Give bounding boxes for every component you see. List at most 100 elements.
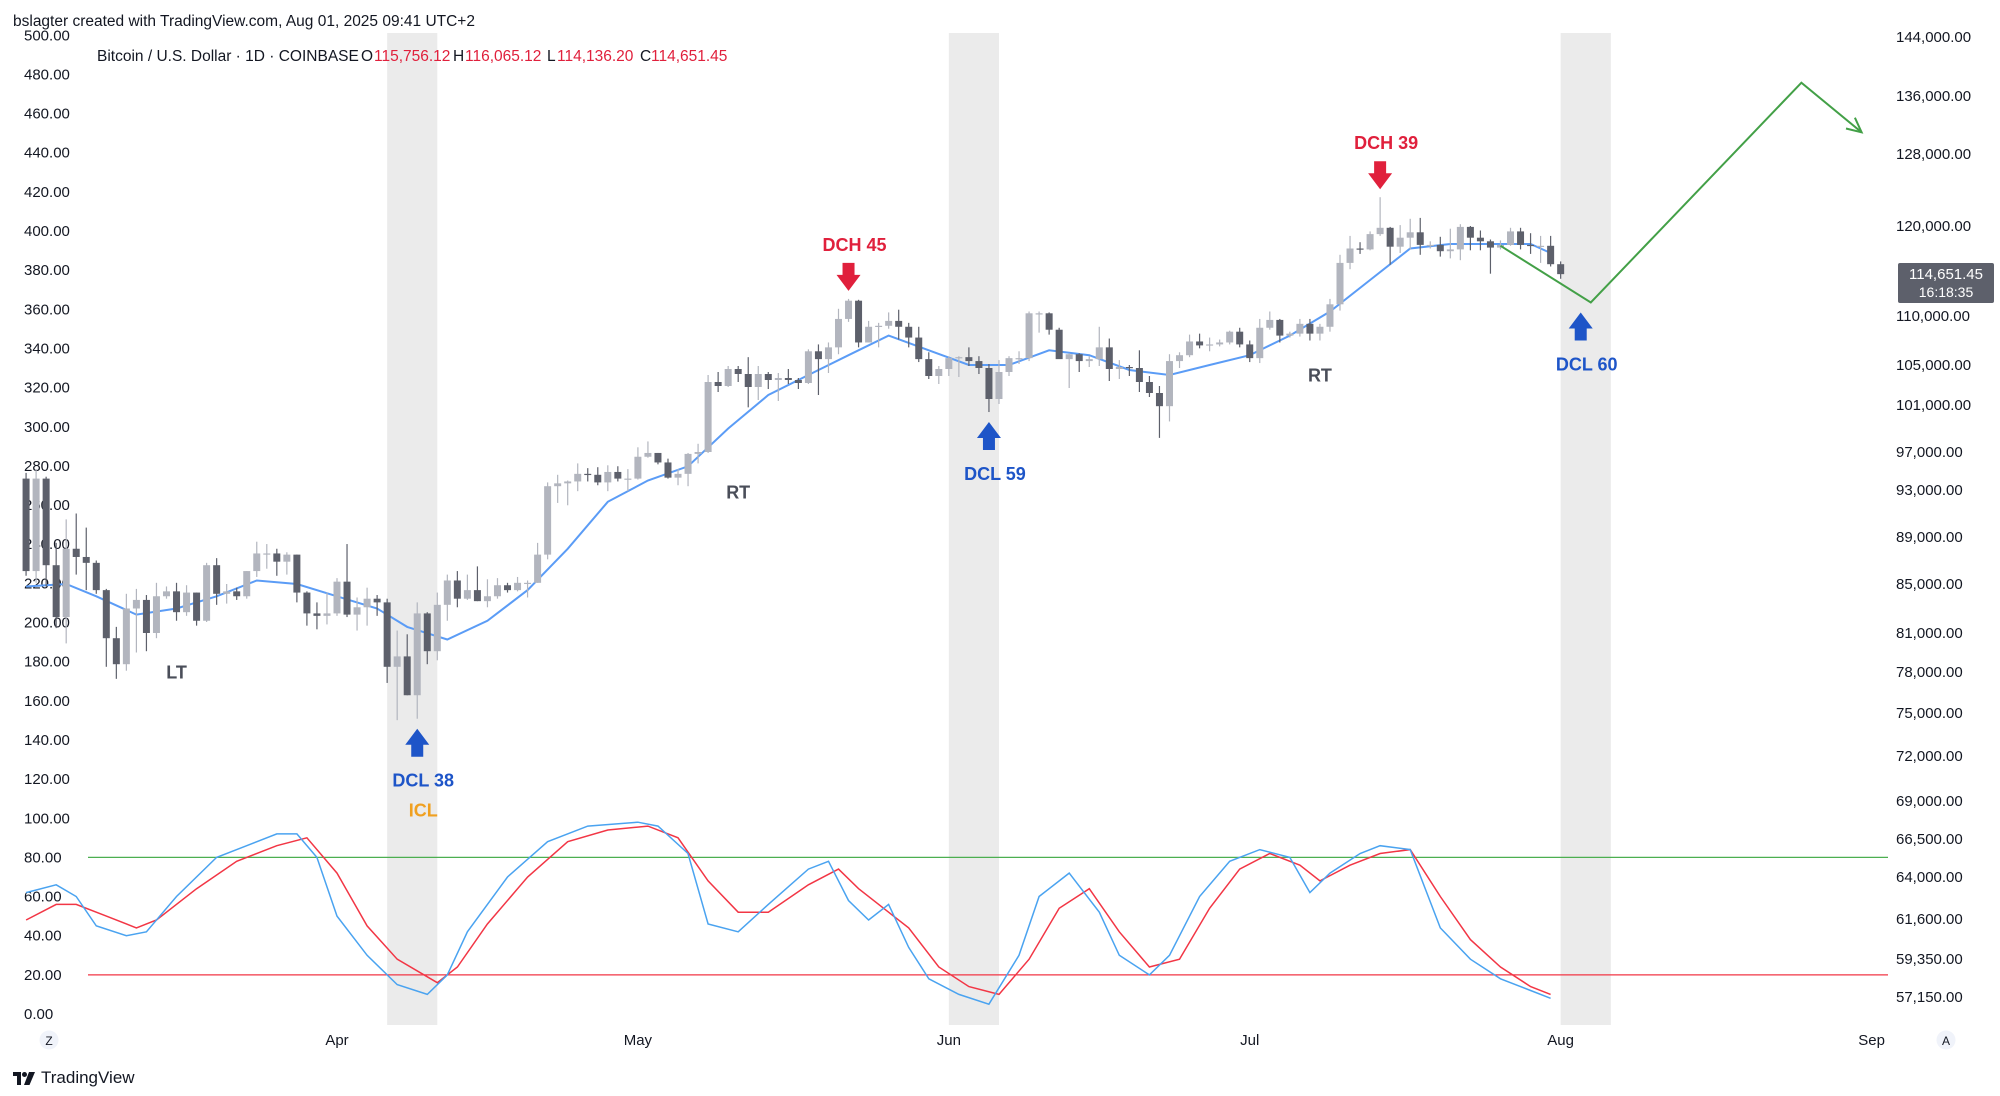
candle-body <box>1346 248 1354 263</box>
left-axis-tick: 140.00 <box>24 732 70 749</box>
candle-body <box>1266 319 1274 328</box>
right-axis-tick: 57,150.00 <box>1896 989 1963 1006</box>
projection-arrowhead <box>1845 117 1864 134</box>
countdown-text: 16:18:35 <box>1919 284 1974 300</box>
candle-body <box>463 590 471 599</box>
cycle-low-arrow-icon <box>405 728 430 757</box>
candle-body <box>1216 342 1224 345</box>
low-value: 114,136.20 <box>557 48 634 65</box>
candle-body <box>564 481 572 484</box>
candle-body <box>1416 232 1424 245</box>
right-axis-tick: 66,500.00 <box>1896 831 1963 848</box>
candle-body <box>1446 249 1454 252</box>
time-axis-tick: Aug <box>1547 1032 1574 1049</box>
candle-body <box>554 483 562 487</box>
candle-body <box>1316 326 1324 334</box>
right-axis-tick: 85,000.00 <box>1896 576 1963 593</box>
cycle-low-label: DCL 59 <box>964 464 1026 484</box>
candle-body <box>684 453 692 474</box>
candle-body <box>1406 232 1414 238</box>
candle-body <box>52 565 60 618</box>
candle-body <box>714 382 722 386</box>
left-axis-tick: 0.00 <box>24 1006 53 1023</box>
chart-credit: bslagter created with TradingView.com, A… <box>13 13 475 30</box>
high-value: 116,065.12 <box>465 48 541 65</box>
candle-body <box>1155 393 1163 407</box>
candle-body <box>1276 319 1284 336</box>
candle-body <box>1145 382 1153 393</box>
candle-body <box>183 592 191 613</box>
candle-body <box>925 359 933 376</box>
cycle-low-arrow-icon <box>1568 312 1593 341</box>
trend-label: LT <box>166 663 187 683</box>
candle-body <box>875 325 883 327</box>
cycle-high-label: DCH 45 <box>823 235 887 255</box>
candle-body <box>1226 331 1234 343</box>
candle-body <box>303 592 311 614</box>
candle-body <box>1386 227 1394 247</box>
left-axis-tick: 300.00 <box>24 419 70 436</box>
candle-body <box>1095 347 1103 360</box>
candle-body <box>453 580 461 599</box>
candle-body <box>343 581 351 615</box>
scale-toggle-left[interactable]: Z <box>39 1030 59 1050</box>
candle-body <box>694 452 702 454</box>
scale-toggle-right-label: A <box>1942 1034 1950 1048</box>
candle-body <box>674 473 682 478</box>
right-axis-tick: 81,000.00 <box>1896 625 1963 642</box>
candle-body <box>704 382 712 452</box>
candle-body <box>1055 329 1063 360</box>
candle-body <box>42 478 50 566</box>
candle-body <box>1085 359 1093 362</box>
candle-body <box>514 582 522 591</box>
candle-body <box>1476 237 1484 242</box>
candle-body <box>544 486 552 555</box>
left-axis-tick: 360.00 <box>24 301 70 318</box>
candle-body <box>814 351 822 360</box>
tradingview-brand[interactable]: TradingView <box>13 1068 135 1088</box>
candle-body <box>734 369 742 374</box>
symbol-label: Bitcoin / U.S. Dollar · 1D · COINBASE <box>97 48 359 65</box>
projection-path <box>1499 81 1863 304</box>
left-axis-tick: 60.00 <box>24 889 62 906</box>
candle-body <box>915 337 923 360</box>
candle-body <box>1125 367 1133 369</box>
time-axis-tick: May <box>624 1032 653 1049</box>
candle-body <box>534 554 542 583</box>
left-axis-tick: 340.00 <box>24 340 70 357</box>
candle-body <box>353 607 361 615</box>
time-axis-tick: Jun <box>937 1032 961 1049</box>
left-axis-tick: 400.00 <box>24 223 70 240</box>
candle-body <box>1065 354 1073 360</box>
candle-body <box>152 596 160 633</box>
candle-body <box>1196 341 1204 346</box>
candle-body <box>1366 234 1374 250</box>
close-key: C <box>640 48 651 65</box>
candle-body <box>865 326 873 343</box>
candle-body <box>223 591 231 594</box>
left-axis-tick: 280.00 <box>24 458 70 475</box>
candle-body <box>1015 358 1023 360</box>
stoch-k-line <box>25 821 1551 1006</box>
candle-body <box>835 318 842 348</box>
candle-body <box>624 478 632 480</box>
candle-body <box>905 326 913 338</box>
candle-body <box>584 473 592 476</box>
candle-body <box>323 613 331 616</box>
scale-toggle-right[interactable]: A <box>1936 1030 1956 1050</box>
candle-body <box>634 456 642 479</box>
candle-body <box>1165 361 1173 407</box>
candle-body <box>1296 323 1304 334</box>
candle-body <box>393 656 401 667</box>
candle-body <box>1336 262 1344 305</box>
right-axis-tick: 61,600.00 <box>1896 911 1963 928</box>
candle-body <box>1326 304 1334 327</box>
candle-body <box>1486 241 1494 248</box>
candle-body <box>1557 264 1565 275</box>
left-axis-tick: 380.00 <box>24 262 70 279</box>
right-axis-tick: 59,350.00 <box>1896 951 1963 968</box>
candle-body <box>995 372 1003 399</box>
candle-body <box>965 357 973 362</box>
candle-body <box>895 320 903 327</box>
